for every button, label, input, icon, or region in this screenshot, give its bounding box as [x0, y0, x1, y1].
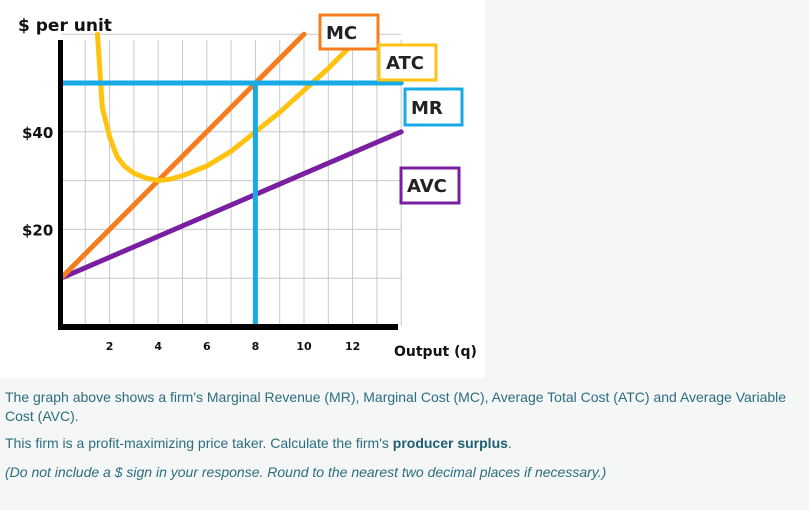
cost-revenue-chart: $ per unit Output (q) 2 4 6 8 10 12 $20 $40 MC …: [18, 13, 477, 360]
legend-avc: AVC: [399, 166, 461, 205]
y-axis-label: $ per unit: [18, 16, 112, 36]
question-prompt: This firm is a profit-maximizing price t…: [5, 434, 803, 453]
x-axis-label: Output (q): [394, 344, 477, 360]
legend-mc-box: [318, 13, 380, 51]
axes: [58, 40, 398, 330]
legend-mc: MC: [318, 13, 380, 51]
series-line-atc: [95, 31, 356, 184]
tick-labels: 2 4 6 8 10 12 $20 $40: [22, 124, 360, 353]
legend-avc-label: AVC: [407, 176, 447, 197]
legend-mr: MR: [403, 87, 464, 127]
x-tick-label: 4: [154, 340, 162, 353]
x-tick-label: 8: [252, 340, 260, 353]
producer-surplus-term: producer surplus: [392, 435, 508, 451]
axis-labels: $ per unit Output (q): [18, 16, 477, 360]
series-lines: [58, 31, 404, 327]
legend-avc-box: [399, 166, 461, 205]
x-tick-label: 6: [203, 340, 211, 353]
legend-mr-label: MR: [411, 98, 443, 119]
x-tick-label: 2: [106, 340, 114, 353]
legend-mc-label: MC: [326, 23, 357, 44]
x-axis-line: [58, 324, 398, 330]
legend-mr-box: [403, 87, 464, 127]
legend-atc: ATC: [377, 43, 438, 82]
x-tick-label: 12: [345, 340, 360, 353]
legend-atc-label: ATC: [386, 53, 424, 74]
y-tick-label: $40: [22, 124, 53, 142]
y-axis-line: [58, 40, 63, 330]
legend-atc-box: [377, 43, 438, 82]
question-prompt-end: .: [507, 435, 512, 451]
chart-panel: $ per unit Output (q) 2 4 6 8 10 12 $20 $40 MC …: [0, 0, 485, 378]
question-description: The graph above shows a firm's Marginal …: [5, 389, 787, 424]
question-prompt-text: This firm is a profit-maximizing price t…: [5, 435, 393, 451]
series-line-mc: [58, 31, 307, 281]
question-text: The graph above shows a firm's Marginal …: [5, 388, 803, 492]
x-tick-label: 10: [296, 340, 312, 353]
y-tick-label: $20: [22, 221, 53, 239]
question-instructions: (Do not include a $ sign in your respons…: [5, 464, 607, 480]
legend-boxes: MC ATC MR AVC: [318, 13, 464, 205]
grid: [62, 33, 402, 326]
series-line-avc: [58, 129, 404, 281]
